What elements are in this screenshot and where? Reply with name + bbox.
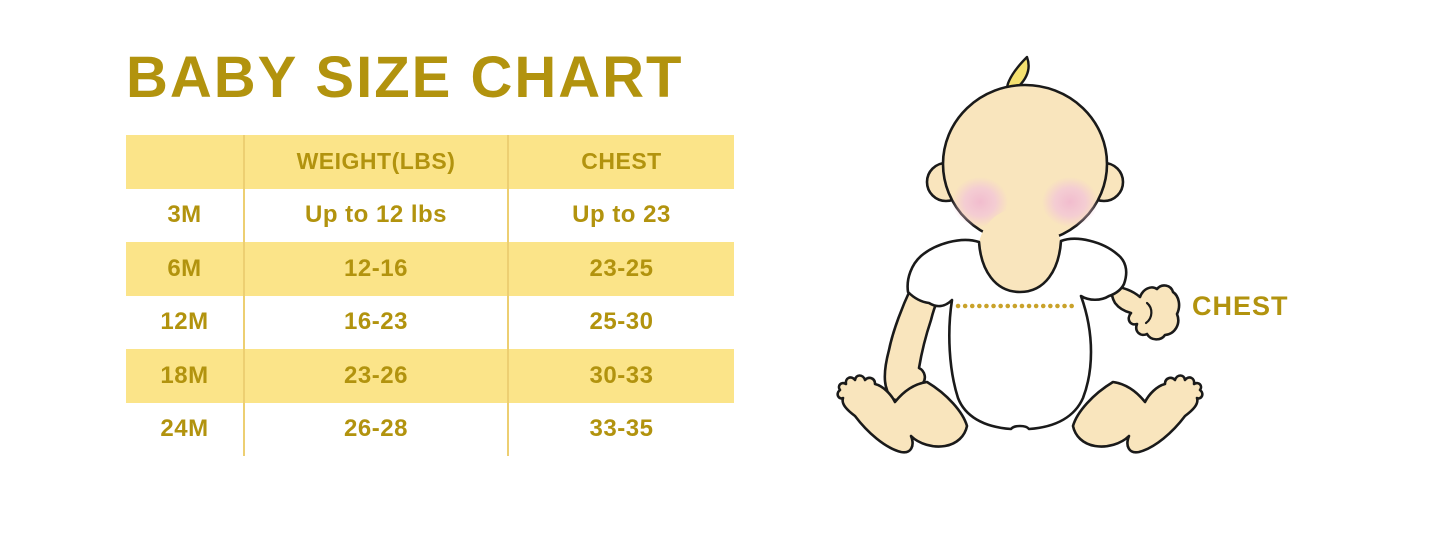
right-leg — [1071, 374, 1204, 454]
cell-weight-24m: 26-28 — [243, 402, 507, 456]
cell-weight-18m: 23-26 — [243, 349, 507, 403]
baby-illustration — [836, 55, 1204, 454]
right-cheek-blush — [1042, 177, 1098, 227]
cell-chest-3m: Up to 23 — [507, 188, 734, 242]
cell-chest-24m: 33-35 — [507, 402, 734, 456]
size-chart-table: WEIGHT(LBS) CHEST 3M Up to 12 lbs Up to … — [126, 135, 734, 456]
chest-label: CHEST — [1192, 291, 1289, 321]
neck — [978, 208, 1062, 296]
cell-size-12m: 12M — [126, 295, 243, 349]
baby-shirt — [906, 237, 1128, 431]
cell-chest-12m: 25-30 — [507, 295, 734, 349]
cell-size-3m: 3M — [126, 188, 243, 242]
page-title: BABY SIZE CHART — [126, 45, 684, 110]
cell-weight-3m: Up to 12 lbs — [243, 188, 507, 242]
cell-chest-6m: 23-25 — [507, 242, 734, 296]
cell-size-24m: 24M — [126, 402, 243, 456]
cell-weight-6m: 12-16 — [243, 242, 507, 296]
cell-chest-18m: 30-33 — [507, 349, 734, 403]
header-cell-weight: WEIGHT(LBS) — [243, 135, 507, 189]
header-cell-chest: CHEST — [507, 135, 734, 189]
cell-size-18m: 18M — [126, 349, 243, 403]
header-cell-size — [126, 135, 243, 189]
cell-size-6m: 6M — [126, 242, 243, 296]
left-leg — [836, 374, 969, 454]
right-arm-fist — [1109, 284, 1181, 341]
left-cheek-blush — [952, 177, 1008, 227]
cell-weight-12m: 16-23 — [243, 295, 507, 349]
fist-finger-curl — [1144, 301, 1153, 325]
